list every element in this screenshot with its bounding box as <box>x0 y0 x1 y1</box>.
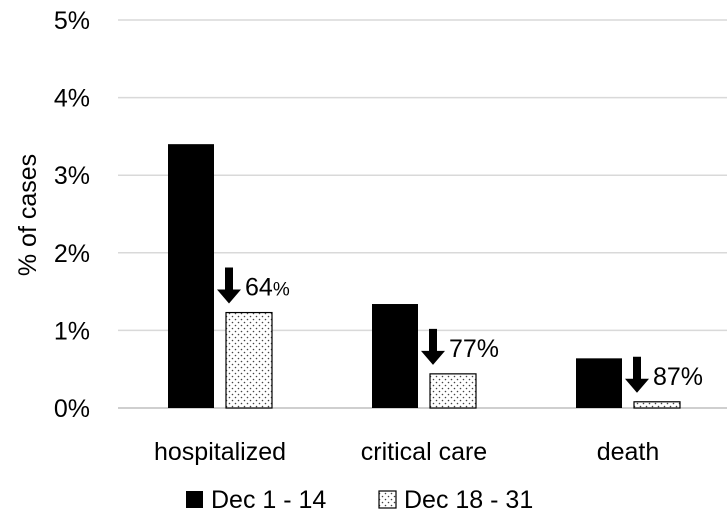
down-arrow-icon <box>421 328 445 365</box>
bar <box>372 304 418 408</box>
x-category-label: death <box>597 438 660 466</box>
legend-label: Dec 1 - 14 <box>211 486 326 514</box>
y-tick-label: 4% <box>54 85 90 113</box>
y-tick-label: 2% <box>54 240 90 268</box>
y-tick-label: 5% <box>54 7 90 35</box>
y-tick-label: 3% <box>54 162 90 190</box>
down-arrow-icon <box>625 356 649 393</box>
legend-item: Dec 18 - 31 <box>378 486 533 514</box>
reduction-label: 64% <box>245 274 290 302</box>
legend-label: Dec 18 - 31 <box>404 486 533 514</box>
x-category-label: critical care <box>361 438 487 466</box>
reduction-annotation: 87% <box>625 356 703 393</box>
x-category-label: hospitalized <box>154 438 286 466</box>
legend-swatch <box>378 490 397 509</box>
y-tick-label: 0% <box>54 395 90 423</box>
gridlines <box>118 19 727 409</box>
down-arrow-icon <box>217 267 241 304</box>
reduction-annotation: 64% <box>217 267 290 304</box>
reduction-label: 77% <box>449 335 499 363</box>
x-axis-categories: hospitalized critical care death <box>154 438 659 466</box>
y-tick-label: 1% <box>54 317 90 345</box>
y-axis-label: % of cases <box>14 154 42 276</box>
y-axis-ticks: 0% 1% 2% 3% 4% 5% <box>54 7 90 423</box>
bar <box>633 401 681 409</box>
reduction-annotation: 77% <box>421 328 499 365</box>
reduction-annotations: 64% 77% 87% <box>217 267 703 393</box>
legend-item: Dec 1 - 14 <box>186 486 326 514</box>
reduction-label: 87% <box>653 363 703 391</box>
legend: Dec 1 - 14 Dec 18 - 31 <box>186 486 533 514</box>
bar <box>429 373 477 409</box>
bar <box>168 144 214 408</box>
bar <box>576 358 622 408</box>
legend-swatch <box>186 491 203 508</box>
bars <box>168 144 681 409</box>
bar <box>225 311 273 409</box>
